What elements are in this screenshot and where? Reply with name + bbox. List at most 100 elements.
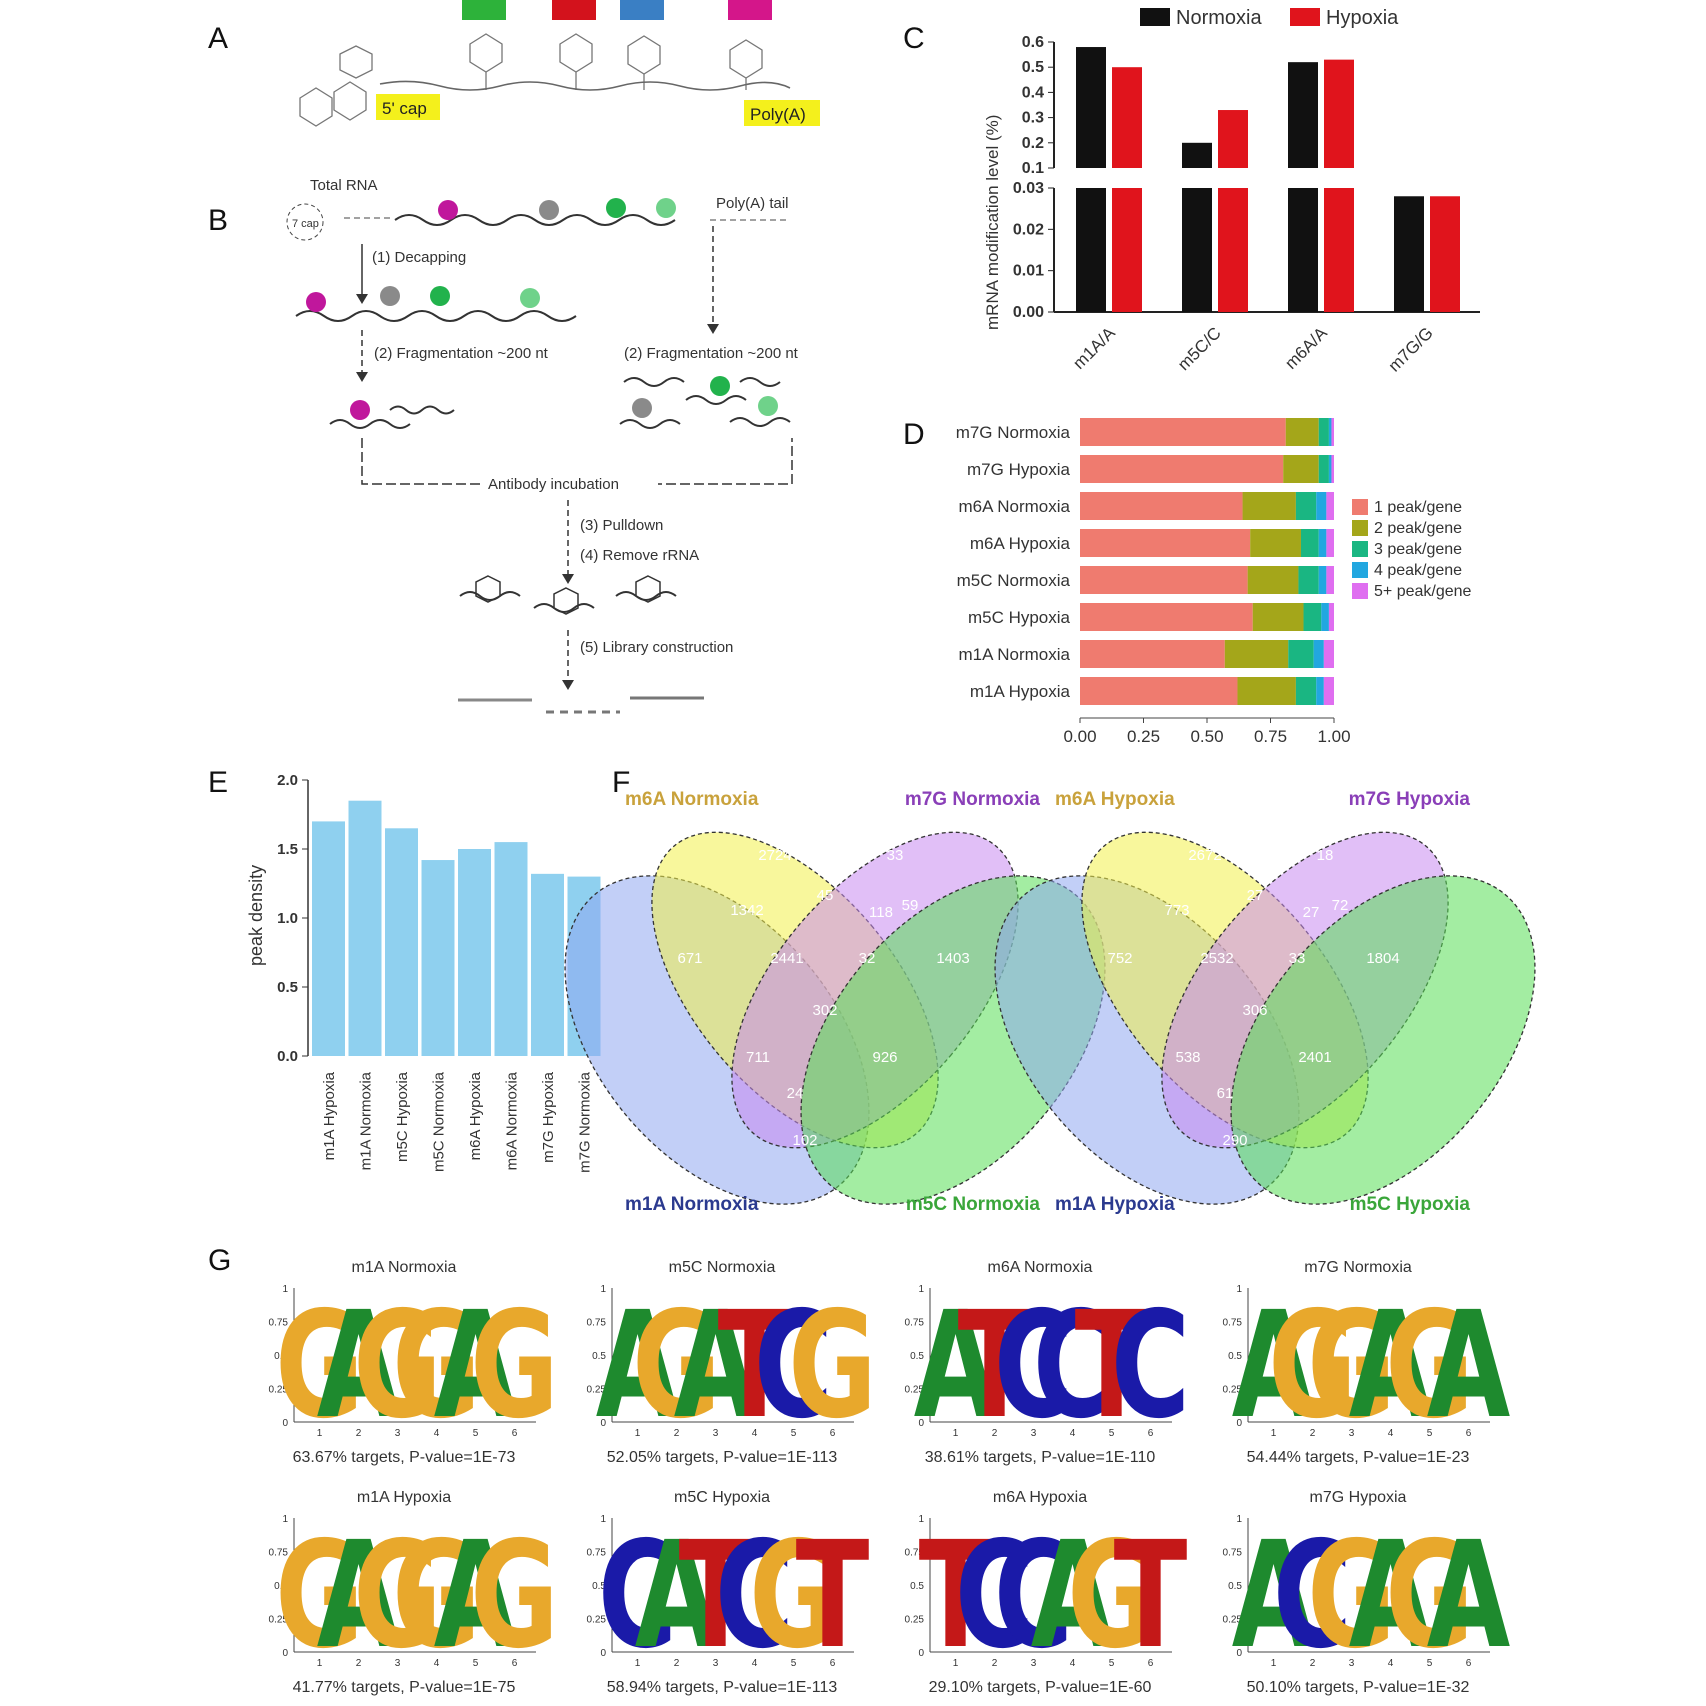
c-bar-lower xyxy=(1076,188,1106,312)
d-bar-segment xyxy=(1318,566,1327,594)
motif-x-tick-label: 4 xyxy=(1070,1658,1076,1669)
d-bar-segment xyxy=(1313,640,1324,668)
step5-label: (5) Library construction xyxy=(580,639,733,656)
e-bar xyxy=(312,821,345,1056)
e-category-label: m1A Normoxia xyxy=(358,1071,375,1170)
d-bar-segment xyxy=(1080,418,1286,446)
panel-label-g: G xyxy=(208,1244,231,1277)
motif-letter: C xyxy=(715,1510,794,1681)
motif-letter: A xyxy=(596,1280,680,1451)
motif-y-tick-label: 0.25 xyxy=(1223,1385,1243,1396)
motif-letter: A xyxy=(1232,1280,1316,1451)
motif-y-tick-label: 0.75 xyxy=(905,1548,925,1559)
d-bar-segment xyxy=(1326,529,1334,557)
motif-letter: A xyxy=(635,1510,719,1681)
motif-y-tick-label: 1 xyxy=(1236,1284,1242,1295)
motif-letter: G xyxy=(632,1280,721,1451)
motif-x-tick-label: 2 xyxy=(992,1658,998,1669)
venn-label-tr: m7G Hypoxia xyxy=(1349,789,1471,810)
d-category-label: m7G Normoxia xyxy=(956,423,1071,442)
motif-x-tick-label: 1 xyxy=(635,1658,641,1669)
motif-letter: A xyxy=(914,1280,998,1451)
polya-tail-label: Poly(A) tail xyxy=(716,195,789,212)
e-category-label: m6A Normoxia xyxy=(504,1071,521,1170)
motif-x-tick-label: 6 xyxy=(830,1658,836,1669)
c-upper-tick-label: 0.2 xyxy=(1022,135,1044,152)
panel-d: D m7G Normoxia m7G Hypoxia m6A Normoxia m6A… xyxy=(903,418,1472,746)
motif-caption: 41.77% targets, P-value=1E-75 xyxy=(293,1679,516,1696)
fragment-right-5 xyxy=(729,417,791,427)
motif-caption: 58.94% targets, P-value=1E-113 xyxy=(607,1679,838,1696)
e-bar xyxy=(494,842,528,1056)
motif-y-tick-label: 0.75 xyxy=(269,1318,289,1329)
motif-y-tick-label: 0 xyxy=(600,1418,606,1429)
motif-x-tick-label: 4 xyxy=(1388,1658,1394,1669)
motif-y-tick-label: 0 xyxy=(1236,1418,1242,1429)
motif-y-tick-label: 0 xyxy=(282,1418,288,1429)
motif-logos: m1A Normoxia00.250.50.751G1A2G3G4A5G663.… xyxy=(269,1259,1511,1696)
cap-label: 5' cap xyxy=(382,99,427,118)
motif-y-tick-label: 0 xyxy=(282,1648,288,1659)
motif-y-tick-label: 1 xyxy=(918,1284,924,1295)
d-bar-segment xyxy=(1323,677,1334,705)
decapped-base-grey xyxy=(380,286,400,306)
e-y-tick-label: 0.0 xyxy=(277,1048,298,1065)
d-legend-swatch xyxy=(1352,583,1368,599)
e-y-tick-label: 2.0 xyxy=(277,772,298,789)
d-bar-segment xyxy=(1318,529,1327,557)
motif-title: m5C Hypoxia xyxy=(674,1489,770,1506)
venn-count: 1342 xyxy=(730,902,763,919)
d-bar-segment xyxy=(1328,418,1332,446)
d-category-label: m6A Hypoxia xyxy=(970,534,1071,553)
decapped-strand xyxy=(295,310,577,322)
venn-count: 33 xyxy=(1289,950,1306,967)
cap-circle xyxy=(286,203,324,241)
motif-letter: C xyxy=(994,1280,1073,1451)
motif-x-tick-label: 6 xyxy=(1466,1428,1472,1439)
decapped-base-lightgreen xyxy=(520,288,540,308)
c-category-label: m5C/C xyxy=(1174,323,1225,374)
motif-x-tick-label: 3 xyxy=(395,1428,401,1439)
fragment-left-2 xyxy=(389,405,455,415)
motif-letter: A xyxy=(1031,1510,1115,1681)
motif-letter: A xyxy=(434,1510,518,1681)
c-upper-tick-label: 0.3 xyxy=(1022,110,1044,127)
chart-e: 0.0 0.5 1.0 1.5 2.0 peak density m1A Hypoxia m1… xyxy=(246,772,601,1173)
venn-count: 290 xyxy=(1222,1132,1247,1149)
motif-x-tick-label: 2 xyxy=(1310,1658,1316,1669)
venn-count: 72 xyxy=(1332,897,1349,914)
motif-x-tick-label: 5 xyxy=(791,1658,797,1669)
venn-count: 118 xyxy=(869,904,893,921)
c-legend-label: Hypoxia xyxy=(1326,7,1399,29)
motif-x-tick-label: 5 xyxy=(473,1428,479,1439)
motif-title: m6A Hypoxia xyxy=(993,1489,1087,1506)
decapped-base-green xyxy=(430,286,450,306)
d-bar-segment xyxy=(1328,603,1334,631)
venn-count: 32 xyxy=(859,950,876,967)
venn-count: 302 xyxy=(812,1002,837,1019)
motif-letter: A xyxy=(434,1280,518,1451)
motif-letter: A xyxy=(317,1510,401,1681)
d-bar-segment xyxy=(1247,566,1299,594)
d-bar-segment xyxy=(1328,455,1332,483)
e-y-tick-label: 1.5 xyxy=(277,841,298,858)
motif-x-tick-label: 3 xyxy=(1349,1658,1355,1669)
d-legend-swatch xyxy=(1352,541,1368,557)
motif-y-tick-label: 0.75 xyxy=(1223,1548,1243,1559)
panel-label-e: E xyxy=(208,766,228,799)
motif-letter: G xyxy=(353,1510,442,1681)
d-bar-segment xyxy=(1288,640,1314,668)
fragment-base-grey xyxy=(632,398,652,418)
c-bar-lower xyxy=(1218,188,1248,312)
fragment-base-green xyxy=(710,376,730,396)
panel-g: G m1A Normoxia00.250.50.751G1A2G3G4A5G66… xyxy=(208,1244,1510,1696)
motif-x-tick-label: 1 xyxy=(317,1658,323,1669)
venn-count: 2532 xyxy=(1200,950,1233,967)
motif-letter: G xyxy=(788,1280,877,1451)
motif-x-tick-label: 4 xyxy=(1388,1428,1394,1439)
d-category-label: m5C Normoxia xyxy=(957,571,1071,590)
venn-count: 61 xyxy=(1217,1085,1234,1102)
d-bar-segment xyxy=(1303,603,1322,631)
motif-x-tick-label: 1 xyxy=(953,1428,959,1439)
fragment-right-3 xyxy=(739,377,781,387)
